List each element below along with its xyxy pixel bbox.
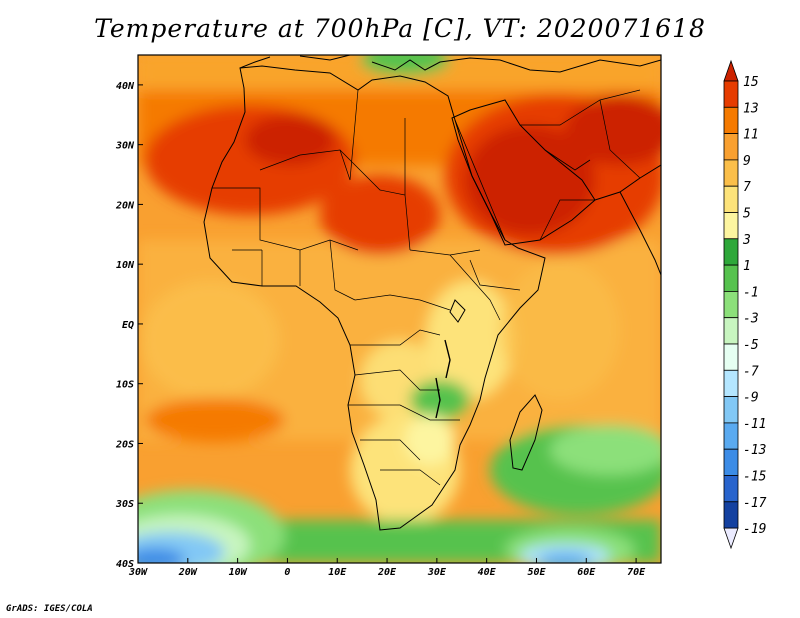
- colorbar-swatch: [723, 159, 739, 187]
- colorbar-swatch: [723, 238, 739, 266]
- colorbar-tick-label: 9: [743, 154, 751, 169]
- x-tick-label: 20E: [377, 567, 397, 578]
- x-tick-label: 50E: [527, 567, 546, 578]
- colorbar-tick-label: -19: [743, 522, 766, 537]
- y-tick-label: 40S: [116, 559, 134, 570]
- colorbar-tick-label: -11: [743, 417, 766, 432]
- colorbar-swatch: [723, 80, 739, 108]
- colorbar-tick-label: 7: [743, 180, 751, 195]
- colorbar-arrow-top: [723, 59, 739, 82]
- colorbar-tick-label: 15: [743, 75, 759, 90]
- colorbar-swatch: [723, 290, 739, 319]
- colorbar-swatch: [723, 475, 739, 503]
- colorbar-tick-label: 1: [743, 259, 751, 274]
- colorbar-tick-label: 13: [743, 101, 759, 116]
- map-title: Temperature at 700hPa [C], VT: 202007161…: [94, 14, 706, 43]
- colorbar-tick-label: 11: [743, 128, 759, 143]
- credit-text: GrADS: IGES/COLA: [6, 604, 93, 614]
- colorbar-tick-label: -17: [743, 496, 767, 511]
- colorbar-swatch: [723, 448, 739, 476]
- colorbar-tick-label: -9: [743, 391, 759, 406]
- colorbar-swatch: [723, 212, 739, 240]
- y-tick-label: 40N: [116, 81, 135, 92]
- y-tick-label: EQ: [122, 320, 134, 331]
- colorbar-tick-label: -5: [743, 338, 759, 353]
- plot-frame: [137, 54, 662, 564]
- y-tick-label: 20N: [115, 200, 135, 211]
- y-tick-label: 20S: [115, 439, 134, 450]
- x-tick-label: 70E: [627, 567, 646, 578]
- colorbar-swatch: [723, 343, 739, 371]
- y-tick-label: 30N: [115, 141, 135, 152]
- x-tick-label: 40E: [478, 567, 497, 578]
- colorbar-arrow-bottom: [723, 527, 739, 550]
- colorbar-tick-label: -13: [743, 443, 766, 458]
- colorbar-swatch: [723, 106, 739, 135]
- coastlines: [203, 55, 661, 531]
- x-tick-label: 0: [284, 567, 290, 578]
- colorbar-tick-label: -7: [743, 364, 759, 379]
- y-tick-label: 30S: [115, 499, 134, 510]
- country-borders: [212, 89, 641, 486]
- colorbar-swatch: [723, 369, 739, 397]
- y-tick-label: 10N: [116, 260, 135, 271]
- colorbar-swatch: [723, 501, 739, 529]
- x-tick-label: 30E: [427, 567, 447, 578]
- x-tick-label: 10E: [328, 567, 347, 578]
- x-tick-label: 20W: [178, 567, 198, 578]
- colorbar-swatch: [723, 133, 739, 161]
- colorbar-swatch: [723, 422, 739, 450]
- colorbar-swatch: [723, 264, 739, 292]
- colorbar-tick-label: -15: [743, 470, 767, 485]
- x-tick-label: 60E: [577, 567, 596, 578]
- x-tick-label: 10W: [229, 567, 248, 578]
- y-tick-label: 10S: [116, 380, 134, 391]
- colorbar-swatch: [723, 317, 739, 345]
- colorbar: 15 13 11 9 7 5 3 1 -1 -3 -5 -7 -9 -11 -13 -15 -17 -19: [723, 59, 767, 550]
- colorbar-tick-label: -1: [743, 285, 759, 300]
- colorbar-swatch: [723, 185, 739, 213]
- colorbar-swatch: [723, 396, 739, 424]
- x-tick-label: 30W: [128, 567, 148, 578]
- y-axis: 40N 30N 20N 10N EQ 10S 20S 30S 40S: [115, 81, 143, 570]
- x-axis: 30W 20W 10W 0 10E 20E 30E 40E 50E 60E 70E: [128, 558, 646, 578]
- colorbar-tick-label: 3: [742, 233, 751, 248]
- colorbar-tick-label: 5: [743, 207, 751, 222]
- colorbar-tick-label: -3: [743, 312, 759, 327]
